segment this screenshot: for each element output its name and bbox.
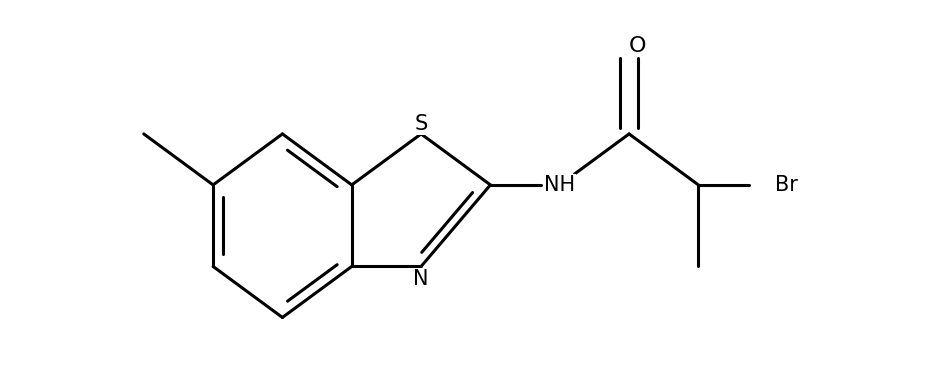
Text: O: O <box>628 36 646 56</box>
Text: S: S <box>415 114 428 134</box>
Text: N: N <box>414 269 429 289</box>
Text: Br: Br <box>775 175 797 195</box>
Text: NH: NH <box>544 175 575 195</box>
